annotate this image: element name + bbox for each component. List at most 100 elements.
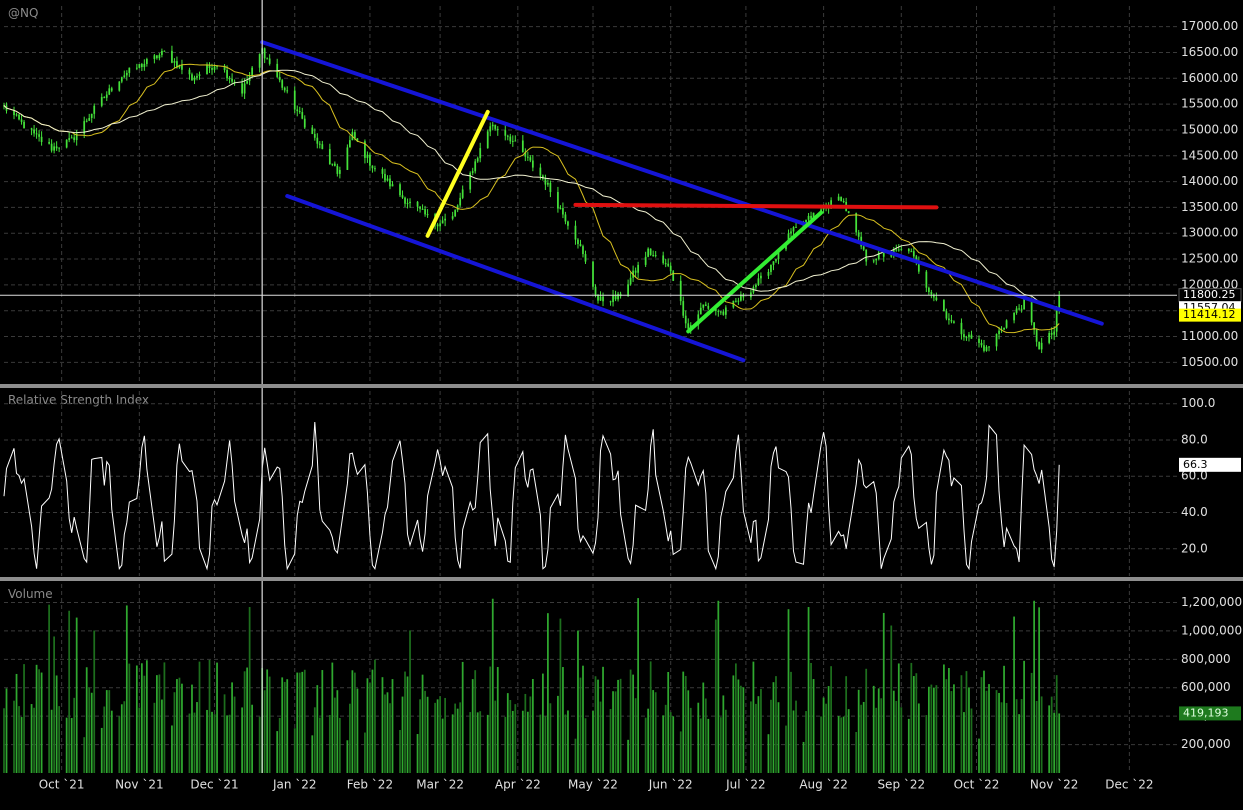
x-tick-3: Jan `22 (272, 778, 317, 792)
candle-body-238 (840, 196, 843, 202)
volume-bar-70 (248, 607, 251, 773)
candle-body-40 (143, 63, 146, 68)
candle-body-136 (479, 148, 482, 159)
candle-body-274 (965, 337, 968, 339)
volume-bar-226 (795, 700, 797, 773)
volume-bar-69 (246, 667, 248, 773)
candle-body-149 (526, 156, 529, 158)
candle-body-198 (699, 307, 702, 315)
volume-bar-136 (479, 711, 482, 773)
volume-bars (3, 598, 1061, 773)
candle-body-205 (722, 311, 725, 315)
candle-body-147 (521, 140, 524, 153)
candle-body-193 (682, 301, 685, 316)
candle-body-15 (55, 146, 58, 149)
volume-bar-212 (750, 701, 752, 773)
volume-bar-263 (927, 686, 930, 773)
volume-bar-56 (198, 661, 201, 773)
candle-body-275 (968, 334, 970, 338)
candle-body-45 (161, 50, 163, 55)
volume-bar-296 (1040, 696, 1043, 773)
volume-bar-254 (895, 700, 898, 773)
candle-body-18 (68, 138, 71, 140)
candle-body-260 (915, 256, 918, 263)
price-series (3, 45, 1061, 354)
candle-body-286 (1005, 320, 1008, 328)
volume-bar-140 (494, 700, 497, 773)
candle-body-21 (75, 133, 78, 141)
candle-body-273 (963, 334, 965, 338)
volume-bar-266 (935, 685, 938, 773)
volume-bar-168 (594, 676, 597, 773)
panel-divider-rsi[interactable] (0, 384, 1243, 388)
candle-body-177 (627, 284, 629, 297)
volume-bar-4 (18, 706, 20, 773)
candle-body-112 (399, 184, 401, 196)
candle-body-258 (910, 251, 913, 253)
volume-bar-236 (830, 666, 832, 773)
volume-bar-253 (892, 690, 895, 773)
price-tick-8: 14500.00 (1181, 148, 1238, 162)
volume-bar-258 (910, 662, 913, 773)
candle-body-224 (790, 231, 792, 234)
volume-bar-74 (263, 690, 266, 773)
volume-bar-185 (652, 690, 655, 773)
volume-bar-281 (988, 684, 990, 773)
volume-bar-111 (391, 679, 394, 773)
price-tag-bg-2 (1179, 308, 1241, 322)
candle-body-144 (509, 136, 512, 142)
price-tick-12: 16500.00 (1181, 45, 1238, 59)
volume-bar-285 (1003, 665, 1005, 773)
volume-bar-260 (915, 673, 918, 773)
volume-bar-39 (140, 663, 143, 773)
candle-body-69 (246, 81, 248, 84)
volume-bar-87 (311, 735, 314, 773)
candle-body-132 (469, 172, 472, 190)
trendlines[interactable] (260, 40, 1104, 363)
volume-bar-228 (805, 711, 807, 773)
volume-bar-180 (634, 698, 637, 773)
volume-bar-98 (349, 703, 351, 773)
candle-body-41 (145, 58, 148, 64)
volume-bar-35 (125, 605, 128, 773)
candle-body-230 (810, 215, 812, 219)
volume-bar-184 (649, 661, 652, 773)
volume-bar-198 (699, 718, 702, 773)
volume-bar-275 (968, 687, 970, 773)
volume-bar-256 (900, 707, 903, 773)
candle-body-86 (303, 118, 306, 128)
candle-body-49 (176, 61, 178, 68)
candle-body-104 (369, 154, 371, 166)
volume-bar-97 (346, 740, 349, 773)
volume-bar-46 (163, 662, 166, 773)
volume-bar-16 (58, 706, 61, 773)
candle-body-296 (1040, 342, 1043, 350)
volume-bar-238 (840, 717, 843, 773)
volume-bar-223 (787, 609, 790, 773)
panel-divider-volume[interactable] (0, 577, 1243, 581)
candle-body-216 (760, 275, 762, 279)
candle-body-19 (70, 137, 73, 139)
candle-body-120 (424, 209, 426, 215)
volume-bar-6 (23, 664, 25, 773)
volume-bar-88 (313, 707, 316, 773)
volume-tick-5: 1,200,000 (1181, 595, 1242, 609)
volume-bar-274 (965, 671, 968, 773)
candle-body-87 (311, 127, 314, 134)
candle-body-131 (461, 189, 464, 198)
candle-body-210 (740, 294, 742, 301)
candle-body-50 (178, 64, 181, 68)
volume-bar-62 (223, 694, 226, 773)
volume-bar-221 (777, 702, 780, 773)
volume-bar-55 (196, 702, 198, 773)
candle-body-94 (333, 163, 336, 166)
volume-bar-21 (75, 617, 78, 773)
volume-bar-119 (421, 674, 424, 773)
volume-bar-240 (845, 676, 848, 773)
volume-bar-299 (1053, 712, 1056, 773)
candle-body-141 (496, 128, 499, 131)
candle-body-261 (917, 262, 920, 272)
volume-bar-134 (474, 670, 477, 773)
volume-bar-83 (296, 672, 299, 773)
